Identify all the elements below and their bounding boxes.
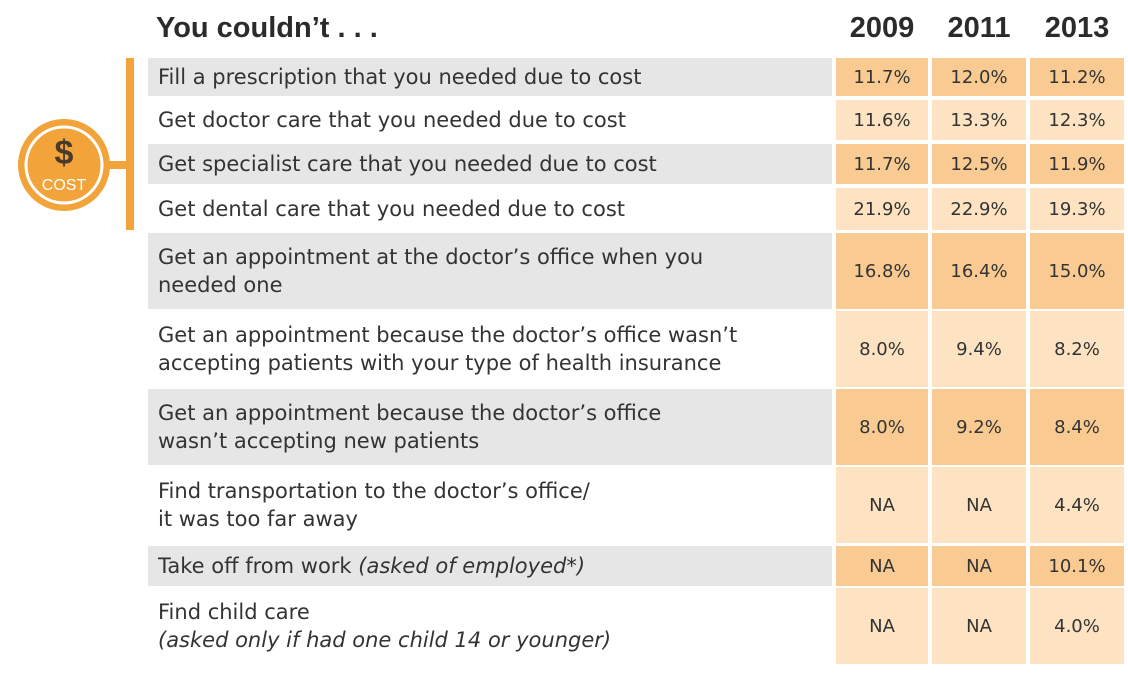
value-cell: 11.2% [1030, 58, 1124, 96]
value-cell: 16.8% [836, 233, 928, 309]
label-text: Get an appointment because the doctor’s … [158, 323, 738, 347]
row-label: Take off from work (asked of employed*) [148, 546, 832, 586]
value-cell: 10.1% [1030, 546, 1124, 586]
cost-icon: $ COST [18, 58, 134, 230]
value-cell: 19.3% [1030, 188, 1124, 230]
label-line: accepting patients with your type of hea… [158, 349, 832, 377]
label-text: Find child care [158, 600, 310, 624]
value-cell: 12.3% [1030, 100, 1124, 140]
row-label: Get an appointment at the doctor’s offic… [148, 233, 832, 309]
value-cell: 8.2% [1030, 311, 1124, 387]
label-line: Get doctor care that you needed due to c… [158, 106, 832, 134]
row-label: Find transportation to the doctor’s offi… [148, 467, 832, 543]
label-text: needed one [158, 273, 283, 297]
circle [18, 119, 110, 211]
row-label: Get an appointment because the doctor’s … [148, 389, 832, 465]
value-cell: NA [836, 588, 928, 664]
value-cell: 12.5% [932, 144, 1026, 184]
value-cell: 8.0% [836, 389, 928, 465]
label-text: Get specialist care that you needed due … [158, 152, 657, 176]
label-line: Get an appointment because the doctor’s … [158, 399, 832, 427]
row-label: Get dental care that you needed due to c… [148, 188, 832, 230]
header-year: 2009 [849, 12, 915, 44]
label-line: Get an appointment because the doctor’s … [158, 321, 832, 349]
label-line: needed one [158, 271, 832, 299]
label-text: (asked only if had one child 14 or young… [158, 628, 612, 652]
value-cell: 11.7% [836, 58, 928, 96]
label-text: Fill a prescription that you needed due … [158, 65, 642, 89]
label-line: Take off from work (asked of employed*) [158, 552, 832, 580]
label-text: Get an appointment at the doctor’s offic… [158, 245, 704, 269]
value-cell: 11.7% [836, 144, 928, 184]
value-cell: 8.4% [1030, 389, 1124, 465]
value-cell: NA [932, 588, 1026, 664]
value-cell: 15.0% [1030, 233, 1124, 309]
row-label: Get an appointment because the doctor’s … [148, 311, 832, 387]
label-text: (asked of employed*) [358, 554, 586, 578]
label-text: it was too far away [158, 507, 358, 531]
label-text: Get doctor care that you needed due to c… [158, 108, 626, 132]
label-text: Get dental care that you needed due to c… [158, 197, 626, 221]
row-label: Get specialist care that you needed due … [148, 144, 832, 184]
row-label: Fill a prescription that you needed due … [148, 58, 832, 96]
label-line: (asked only if had one child 14 or young… [158, 626, 832, 654]
connector [100, 161, 130, 169]
header-year: 2013 [1044, 12, 1110, 44]
label-line: Find child care [158, 598, 832, 626]
value-cell: 21.9% [836, 188, 928, 230]
label-line: Fill a prescription that you needed due … [158, 63, 832, 91]
label-text: accepting patients with your type of hea… [158, 351, 722, 375]
value-cell: 12.0% [932, 58, 1026, 96]
value-cell: 9.2% [932, 389, 1026, 465]
value-cell: 11.9% [1030, 144, 1124, 184]
value-cell: NA [932, 546, 1026, 586]
value-cell: NA [836, 467, 928, 543]
value-cell: 9.4% [932, 311, 1026, 387]
label-text: Get an appointment because the doctor’s … [158, 401, 662, 425]
value-cell: 4.4% [1030, 467, 1124, 543]
label-line: wasn’t accepting new patients [158, 427, 832, 455]
value-cell: 4.0% [1030, 588, 1124, 664]
label-line: Get an appointment at the doctor’s offic… [158, 243, 832, 271]
value-cell: 16.4% [932, 233, 1026, 309]
label-line: Get dental care that you needed due to c… [158, 195, 832, 223]
value-cell: NA [836, 546, 928, 586]
row-label: Get doctor care that you needed due to c… [148, 100, 832, 140]
icon-symbol: $ [55, 134, 74, 172]
row-label: Find child care (asked only if had one ch… [148, 588, 832, 664]
label-line: it was too far away [158, 505, 832, 533]
value-cell: NA [932, 467, 1026, 543]
label-line: Get specialist care that you needed due … [158, 150, 832, 178]
value-cell: 8.0% [836, 311, 928, 387]
label-text: wasn’t accepting new patients [158, 429, 480, 453]
ring [24, 125, 104, 205]
icon-label: COST [42, 177, 87, 194]
label-text: Take off from work [158, 554, 359, 578]
label-text: Find transportation to the doctor’s offi… [158, 479, 590, 503]
label-line: Find transportation to the doctor’s offi… [158, 477, 832, 505]
header-year: 2011 [947, 12, 1011, 44]
value-cell: 11.6% [836, 100, 928, 140]
value-cell: 13.3% [932, 100, 1026, 140]
header-title: You couldn’t . . . [156, 12, 378, 44]
value-cell: 22.9% [932, 188, 1026, 230]
bracket [126, 58, 134, 230]
